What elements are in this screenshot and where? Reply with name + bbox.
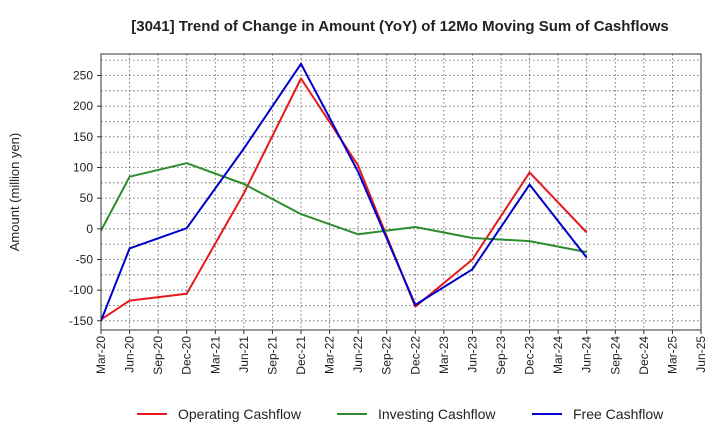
y-tick-label: 50 — [80, 191, 94, 205]
x-tick-label: Jun-22 — [351, 336, 365, 373]
free-cashflow-line — [100, 62, 588, 322]
x-tick-label: Sep-21 — [265, 336, 279, 375]
x-tick-label: Mar-20 — [94, 336, 108, 374]
plot-background — [101, 54, 701, 330]
legend-label: Investing Cashflow — [378, 406, 496, 422]
y-tick-label: -100 — [69, 283, 93, 297]
investing-cashflow-line — [100, 162, 587, 254]
x-tick-label: Jun-23 — [465, 336, 479, 373]
x-tick-label: Dec-21 — [294, 336, 308, 375]
x-tick-label: Sep-23 — [494, 336, 508, 375]
plot-frame — [100, 53, 702, 331]
x-tick-label: Mar-23 — [437, 336, 451, 374]
x-tick-label: Dec-20 — [180, 336, 194, 375]
x-tick-label: Mar-22 — [323, 336, 337, 374]
x-tick-label: Dec-22 — [408, 336, 422, 375]
y-tick-label: 200 — [73, 99, 93, 113]
chart-title: [3041] Trend of Change in Amount (YoY) o… — [131, 18, 669, 35]
legend-label: Operating Cashflow — [178, 406, 302, 422]
x-axis-ticks: Mar-20 Jun-20 Sep-20 Dec-20 Mar-21 Jun-21 Sep-… — [94, 330, 708, 375]
operating-cashflow-line — [100, 77, 588, 321]
x-tick-label: Sep-22 — [380, 336, 394, 375]
y-axis-label: Amount (million yen) — [7, 133, 22, 252]
y-tick-label: 100 — [73, 160, 93, 174]
y-tick-label: -150 — [69, 314, 93, 328]
legend-label: Free Cashflow — [573, 406, 664, 422]
x-tick-label: Jun-20 — [123, 336, 137, 373]
x-tick-label: Jun-24 — [580, 336, 594, 373]
legend: Operating Cashflow Investing Cashflow Free… — [137, 406, 664, 422]
y-tick-label: -50 — [76, 252, 94, 266]
y-tick-label: 250 — [73, 68, 93, 82]
x-tick-label: Sep-24 — [608, 336, 622, 375]
x-tick-label: Sep-20 — [151, 336, 165, 375]
y-tick-label: 150 — [73, 130, 93, 144]
x-tick-label: Mar-25 — [665, 336, 679, 374]
x-tick-label: Mar-21 — [208, 336, 222, 374]
x-tick-label: Dec-23 — [523, 336, 537, 375]
series-lines — [100, 62, 588, 322]
x-tick-label: Dec-24 — [637, 336, 651, 375]
x-tick-label: Mar-24 — [551, 336, 565, 374]
y-tick-label: 0 — [86, 222, 93, 236]
x-tick-label: Jun-25 — [694, 336, 708, 373]
x-tick-label: Jun-21 — [237, 336, 251, 373]
y-axis-ticks: 250 200 150 100 50 0 -50 -100 -150 — [69, 68, 101, 328]
